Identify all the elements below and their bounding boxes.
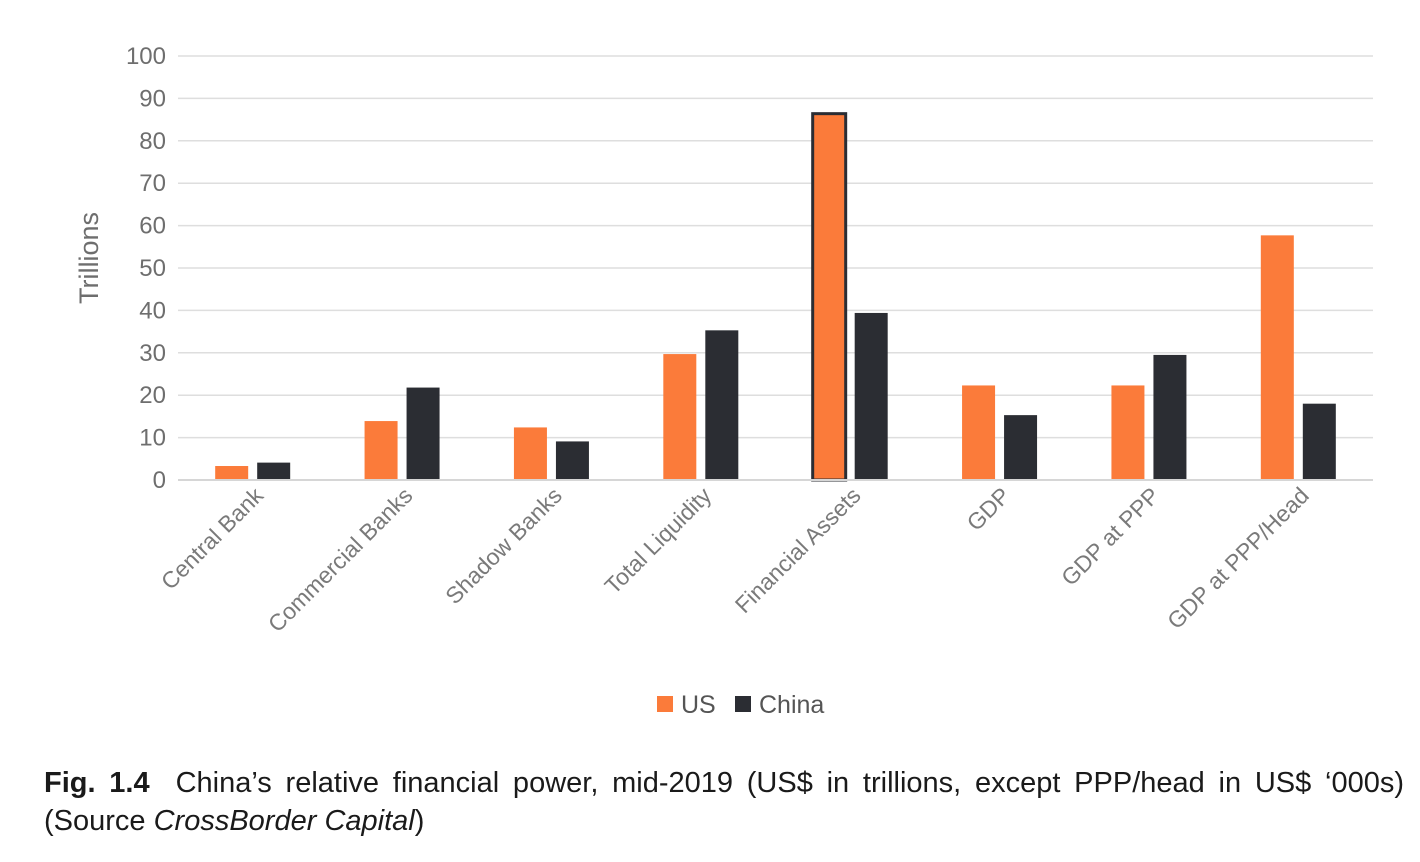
y-tick-label: 50 (139, 255, 166, 282)
bar-china-gdp-at-ppp-head (1302, 403, 1336, 480)
caption-text: China’s relative financial power, mid-20… (44, 767, 1404, 837)
bar-us-central-bank (215, 466, 249, 480)
caption-source-name: CrossBorder Capital (153, 805, 415, 837)
legend-swatch-us (657, 696, 673, 712)
x-tick-label: Total Liquidity (599, 482, 716, 599)
y-tick-label: 70 (139, 170, 166, 197)
y-tick-label: 60 (139, 213, 166, 240)
figure-caption: Fig. 1.4 China’s relative financial power… (44, 764, 1404, 840)
y-axis-title: Trillions (74, 212, 104, 304)
x-tick-label: Central Bank (156, 482, 269, 595)
x-tick-label: GDP at PPP/Head (1162, 482, 1314, 634)
bar-us-total-liquidity (663, 354, 697, 480)
y-tick-label: 20 (139, 382, 166, 409)
x-tick-label: GDP at PPP (1056, 482, 1164, 590)
bar-us-commercial-banks (364, 421, 398, 480)
x-tick-label: Financial Assets (730, 482, 866, 618)
bar-china-financial-assets (854, 312, 888, 480)
bar-china-commercial-banks (406, 387, 440, 480)
bar-us-gdp-at-ppp (1111, 385, 1145, 480)
gridlines (178, 55, 1373, 439)
y-axis-ticks: 0 10 20 30 40 50 60 70 80 90 100 (126, 43, 166, 494)
x-tick-label: Shadow Banks (440, 482, 567, 609)
bar-china-shadow-banks (555, 441, 589, 480)
y-tick-label: 90 (139, 85, 166, 112)
bar-us-financial-assets (811, 112, 848, 482)
x-tick-label: Commercial Banks (263, 482, 418, 637)
bar-us-gdp (962, 385, 996, 480)
y-tick-label: 10 (139, 425, 166, 452)
bar-china-total-liquidity (705, 330, 739, 480)
legend-swatch-china (735, 696, 751, 712)
bar-china-gdp-at-ppp (1153, 354, 1187, 480)
legend-label-china: China (759, 691, 824, 719)
x-tick-label: GDP (961, 482, 1015, 536)
bar-us-gdp-at-ppp-head (1260, 235, 1294, 480)
bars (215, 112, 1336, 482)
y-tick-label: 40 (139, 297, 166, 324)
y-tick-label: 30 (139, 340, 166, 367)
figure-number: Fig. 1.4 (44, 767, 150, 799)
caption-text-end: ) (414, 805, 425, 837)
y-tick-label: 100 (126, 43, 166, 70)
legend: US China (657, 691, 824, 719)
bar-china-gdp (1004, 415, 1038, 480)
bar-us-shadow-banks (513, 427, 547, 480)
bar-china-central-bank (257, 462, 291, 480)
y-tick-label: 80 (139, 128, 166, 155)
legend-label-us: US (681, 691, 716, 719)
y-tick-label: 0 (153, 467, 166, 494)
bar-chart: 0 10 20 30 40 50 60 70 80 90 100 Central BankComme… (74, 43, 1373, 719)
